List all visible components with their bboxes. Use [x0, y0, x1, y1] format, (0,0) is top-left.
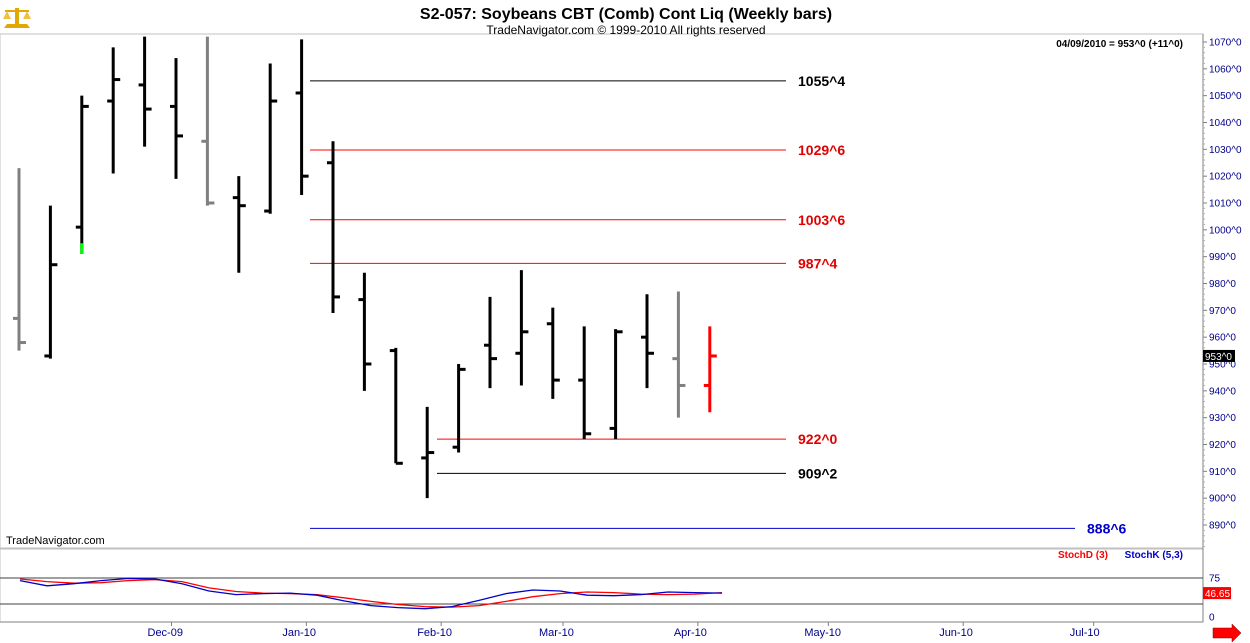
price-axis-label: 1040^0	[1209, 118, 1242, 129]
last-price-tag	[1203, 349, 1235, 362]
chart-title: S2-057: Soybeans CBT (Comb) Cont Liq (We…	[420, 6, 832, 23]
price-axis-label: 920^0	[1209, 440, 1236, 451]
price-axis-label: 1060^0	[1209, 64, 1242, 75]
ohlc-bar	[232, 176, 246, 273]
price-axis-label: 890^0	[1209, 521, 1236, 532]
stoch-value-tag	[1203, 587, 1231, 600]
price-axis-label: 1020^0	[1209, 172, 1242, 183]
ohlc-bar	[421, 406, 435, 499]
stoch-series-line	[19, 578, 723, 608]
ohlc-bar	[358, 272, 372, 391]
ohlc-bar	[201, 36, 215, 206]
date-axis-label: Dec-09	[148, 627, 183, 639]
levels-layer: 1055^4 1029^6 1003^6 987^4 922^0 909^2 888^6	[310, 73, 1127, 536]
price-axis-label: 910^0	[1209, 467, 1236, 478]
ohlc-bar	[170, 58, 183, 179]
price-axis-label: 980^0	[1209, 279, 1236, 290]
ohlc-bar	[13, 168, 26, 351]
ohlc-bar	[264, 63, 278, 214]
ohlc-bar	[484, 296, 497, 389]
last-price-tag-label: 953^0	[1205, 352, 1232, 363]
price-axis-label: 990^0	[1209, 252, 1236, 263]
price-axis-label: 970^0	[1209, 306, 1236, 317]
date-axis-label: Jul-10	[1070, 627, 1100, 639]
ohlc-bar	[75, 95, 89, 254]
stoch-series-line	[19, 577, 723, 610]
date-axis-label: Apr-10	[674, 627, 707, 639]
price-axis: 1070^0 1060^0 1050^0 1040^0 1030^0 1020^0 1010…	[1203, 38, 1242, 547]
ohlc-bar	[44, 205, 58, 359]
scales-logo-icon[interactable]	[3, 8, 31, 28]
ohlc-bar	[138, 36, 152, 147]
date-axis-label: Mar-10	[539, 627, 574, 639]
ohlc-bar	[703, 326, 717, 413]
date-axis-label: May-10	[804, 627, 841, 639]
date-axis-label: Jun-10	[939, 627, 973, 639]
stochastic-panel	[0, 548, 1204, 623]
ohlc-bar	[672, 291, 686, 418]
date-axis-label: Feb-10	[417, 627, 452, 639]
stoch-value-tag-label: 46.65	[1205, 589, 1230, 600]
scroll-right-icon[interactable]	[1212, 623, 1242, 643]
level-label: 909^2	[798, 465, 838, 481]
stoch-axis-label: 75	[1209, 574, 1221, 585]
price-panel	[0, 33, 1204, 549]
stochastic-layer: 75 0 StochD (3) StochK (5,3) 46.65	[0, 550, 1231, 624]
ohlc-bar	[546, 307, 560, 399]
ohlc-bar	[107, 47, 121, 174]
level-label: 1055^4	[798, 73, 845, 89]
level-label: 888^6	[1087, 520, 1127, 536]
level-label: 1029^6	[798, 142, 845, 158]
ohlc-bar	[578, 326, 592, 440]
price-axis-label: 940^0	[1209, 386, 1236, 397]
date-axis: Dec-09 Jan-10 Feb-10 Mar-10 Apr-10 May-10 Jun-…	[0, 621, 1203, 639]
chart-subtitle: TradeNavigator.com © 1999-2010 All right…	[486, 23, 765, 37]
date-axis-label: Jan-10	[282, 627, 316, 639]
ohlc-bar	[641, 294, 654, 389]
price-axis-label: 900^0	[1209, 494, 1236, 505]
ohlc-bar	[452, 364, 466, 453]
stoch-legend-entry: StochD (3)	[1058, 550, 1108, 561]
price-axis-label: 1010^0	[1209, 199, 1242, 210]
stoch-axis-label: 0	[1209, 613, 1215, 624]
price-axis-label: 1000^0	[1209, 225, 1242, 236]
price-axis-label: 950^0	[1209, 360, 1236, 371]
last-bar-info: 04/09/2010 = 953^0 (+11^0)	[1056, 39, 1183, 50]
price-axis-label: 930^0	[1209, 413, 1236, 424]
price-axis-label: 960^0	[1209, 333, 1236, 344]
level-label: 922^0	[798, 431, 838, 447]
ohlc-bar	[327, 141, 340, 314]
level-label: 987^4	[798, 255, 838, 271]
stoch-legend-entry: StochK (5,3)	[1125, 550, 1183, 561]
ohlc-bar	[609, 329, 623, 440]
ohlc-bar	[389, 347, 403, 465]
price-axis-label: 1030^0	[1209, 145, 1242, 156]
ohlc-bar	[295, 39, 309, 195]
price-axis-label: 1050^0	[1209, 91, 1242, 102]
ohlc-bars	[13, 36, 717, 499]
level-label: 1003^6	[798, 212, 845, 228]
price-axis-label: 1070^0	[1209, 38, 1242, 49]
ohlc-bar	[515, 270, 529, 386]
watermark: TradeNavigator.com	[6, 535, 105, 547]
